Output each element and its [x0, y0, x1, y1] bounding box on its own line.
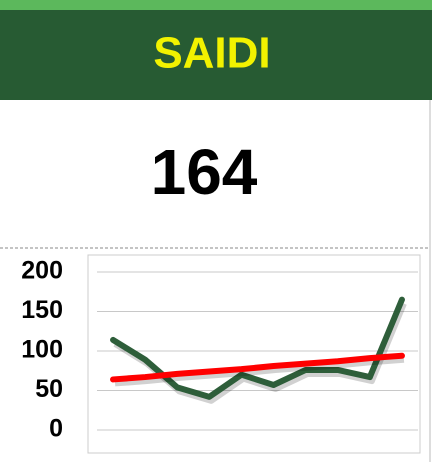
- kpi-panel: [0, 100, 432, 248]
- y-tick-label: 150: [21, 296, 63, 324]
- plot: 0 50 100 150 200: [21, 257, 418, 443]
- header-title: SAIDI: [153, 29, 270, 78]
- line-shadow: [113, 302, 407, 404]
- kpi-value: 164: [151, 136, 258, 208]
- y-tick-label: 50: [35, 375, 63, 403]
- y-tick-label: 100: [21, 336, 63, 364]
- y-tick-label: 0: [49, 415, 63, 443]
- header: [0, 10, 432, 100]
- series-line: [110, 352, 405, 383]
- line-shadow: [114, 356, 405, 387]
- top-strip: [0, 0, 432, 12]
- plot-frame: [87, 254, 421, 454]
- y-tick-label: 200: [21, 257, 63, 285]
